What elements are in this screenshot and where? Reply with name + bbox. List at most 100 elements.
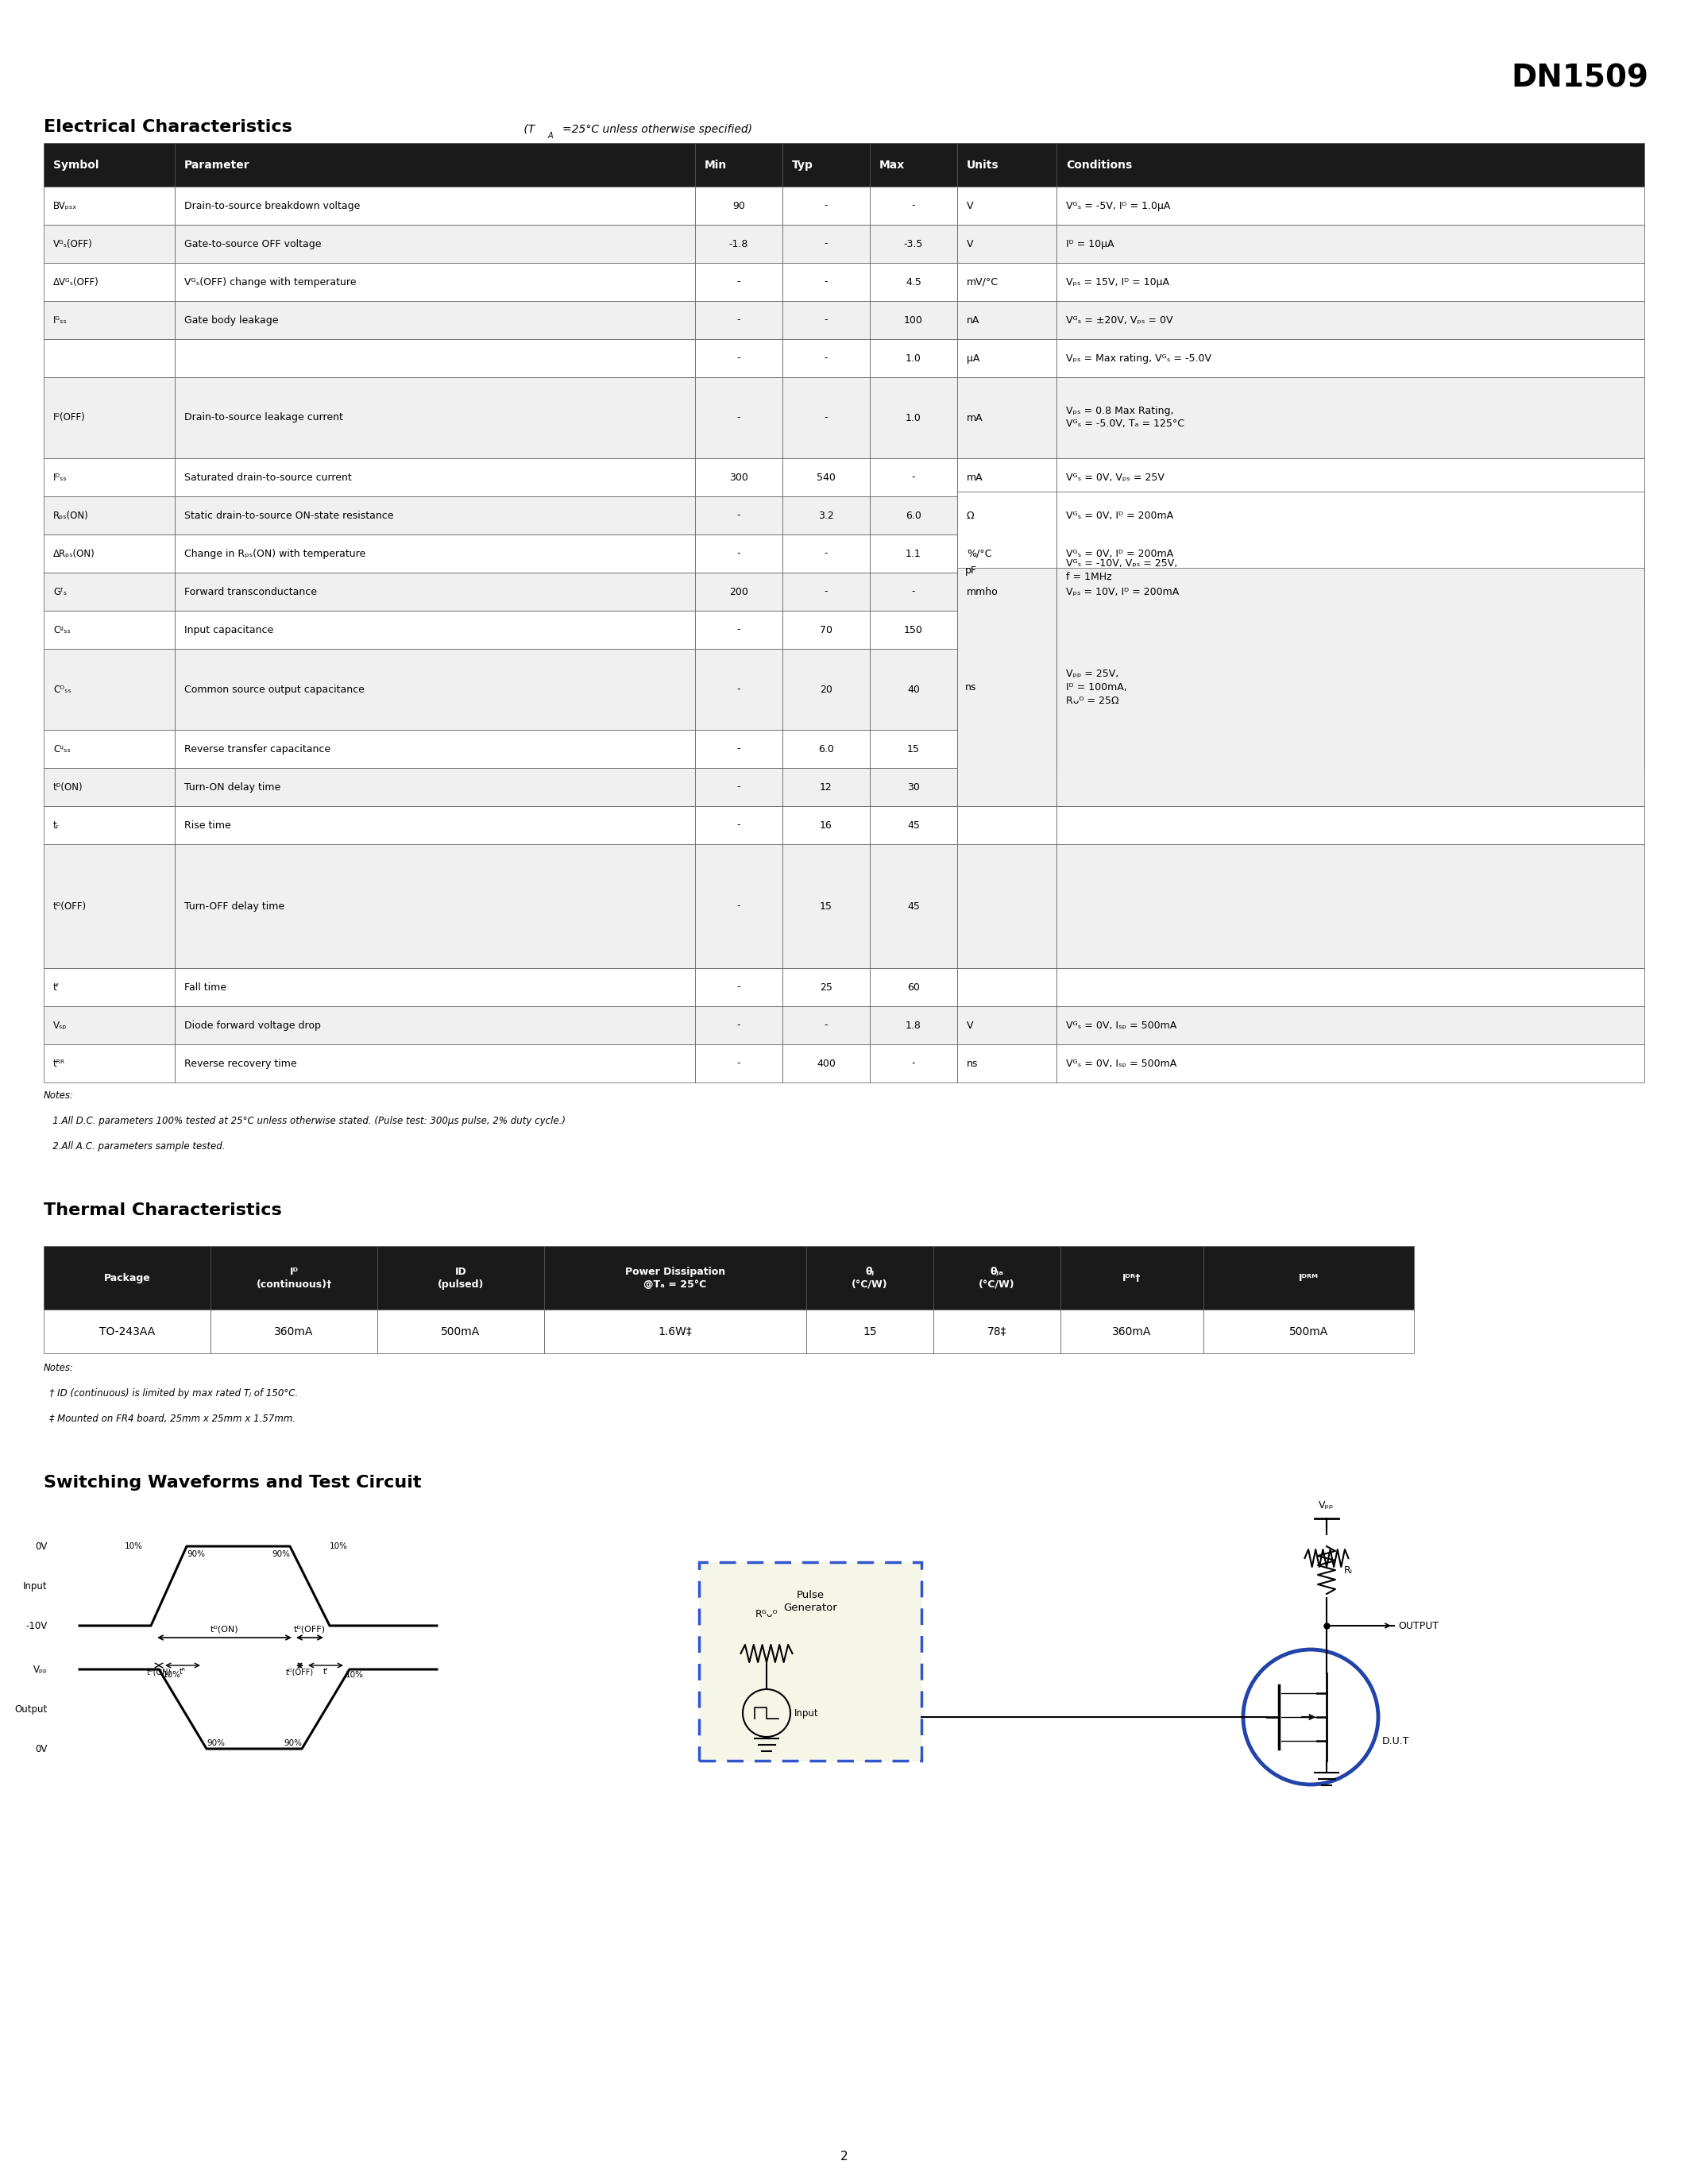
Bar: [957, 572, 1057, 612]
Bar: [211, 1310, 378, 1354]
Text: 15: 15: [820, 902, 832, 911]
Text: mA: mA: [967, 413, 982, 424]
Bar: [695, 225, 783, 262]
Text: ns: ns: [966, 681, 977, 692]
Bar: [933, 1310, 1060, 1354]
Text: -: -: [738, 277, 741, 286]
Bar: [176, 806, 695, 845]
Text: tᴰ(OFF): tᴰ(OFF): [54, 902, 86, 911]
Bar: [1057, 1044, 1644, 1083]
Bar: [869, 459, 957, 496]
Text: Rᴳᴗᴼ: Rᴳᴗᴼ: [755, 1610, 778, 1618]
Text: -: -: [738, 625, 741, 636]
Text: Symbol: Symbol: [54, 159, 100, 170]
Bar: [44, 459, 176, 496]
Bar: [957, 262, 1057, 301]
Bar: [1057, 649, 1644, 729]
Text: Parameter: Parameter: [184, 159, 250, 170]
Bar: [695, 649, 783, 729]
Text: -: -: [824, 238, 827, 249]
Text: 15: 15: [863, 1326, 876, 1337]
Text: TO-243AA: TO-243AA: [100, 1326, 155, 1337]
Text: -: -: [912, 1059, 915, 1068]
Text: tᶠ: tᶠ: [322, 1669, 329, 1675]
Text: 1.8: 1.8: [905, 1020, 922, 1031]
Bar: [1060, 1247, 1204, 1310]
Text: 6.0: 6.0: [819, 745, 834, 753]
Bar: [1057, 491, 1644, 649]
Text: 400: 400: [817, 1059, 836, 1068]
Bar: [783, 459, 869, 496]
Bar: [1057, 225, 1644, 262]
Text: Vₚₚ = 25V,
Iᴰ = 100mA,
Rᴗᴼ = 25Ω: Vₚₚ = 25V, Iᴰ = 100mA, Rᴗᴼ = 25Ω: [1067, 668, 1128, 705]
Text: -: -: [738, 819, 741, 830]
Text: Units: Units: [967, 159, 999, 170]
Text: 1.0: 1.0: [905, 354, 922, 363]
Text: Min: Min: [704, 159, 728, 170]
Bar: [544, 1247, 807, 1310]
Bar: [869, 262, 957, 301]
Text: Input: Input: [795, 1708, 819, 1719]
Bar: [1204, 1247, 1415, 1310]
Text: Vᴳₛ = 0V, Vₚₛ = 25V: Vᴳₛ = 0V, Vₚₛ = 25V: [1067, 472, 1165, 483]
Bar: [1057, 806, 1644, 845]
Bar: [783, 1044, 869, 1083]
Text: 60: 60: [906, 983, 920, 992]
Bar: [44, 806, 176, 845]
Text: Common source output capacitance: Common source output capacitance: [184, 684, 365, 695]
Bar: [44, 1044, 176, 1083]
Bar: [44, 339, 176, 378]
Bar: [44, 301, 176, 339]
Bar: [957, 729, 1057, 769]
Bar: [783, 769, 869, 806]
Text: 90%: 90%: [272, 1551, 290, 1557]
Bar: [783, 612, 869, 649]
Bar: [176, 649, 695, 729]
Text: † ID (continuous) is limited by max rated Tⱼ of 150°C.: † ID (continuous) is limited by max rate…: [44, 1389, 299, 1398]
Text: Diode forward voltage drop: Diode forward voltage drop: [184, 1020, 321, 1031]
Bar: [1057, 845, 1644, 968]
Bar: [44, 612, 176, 649]
Text: 2: 2: [841, 2151, 847, 2162]
Text: V: V: [967, 1020, 974, 1031]
Bar: [957, 186, 1057, 225]
Text: 90%: 90%: [284, 1738, 302, 1747]
Text: V: V: [967, 238, 974, 249]
Bar: [957, 301, 1057, 339]
Text: -: -: [738, 413, 741, 424]
Text: Vᴳₛ = 0V, Iₛₚ = 500mA: Vᴳₛ = 0V, Iₛₚ = 500mA: [1067, 1059, 1177, 1068]
Bar: [869, 612, 957, 649]
Bar: [783, 186, 869, 225]
Text: ns: ns: [967, 1059, 977, 1068]
Bar: [695, 301, 783, 339]
Text: Turn-OFF delay time: Turn-OFF delay time: [184, 902, 285, 911]
Bar: [957, 649, 1057, 729]
Bar: [783, 301, 869, 339]
Text: 78‡: 78‡: [987, 1326, 1006, 1337]
Bar: [176, 845, 695, 968]
Bar: [1057, 301, 1644, 339]
Text: 40: 40: [906, 684, 920, 695]
Text: Electrical Characteristics: Electrical Characteristics: [44, 120, 292, 135]
Text: Vᴳₛ = -5V, Iᴰ = 1.0μA: Vᴳₛ = -5V, Iᴰ = 1.0μA: [1067, 201, 1170, 212]
Text: 90%: 90%: [187, 1551, 204, 1557]
Text: θⱼ
(°C/W): θⱼ (°C/W): [852, 1267, 888, 1289]
Bar: [176, 612, 695, 649]
Bar: [1057, 1007, 1644, 1044]
Text: tᴰ(OFF): tᴰ(OFF): [294, 1625, 326, 1634]
Bar: [869, 496, 957, 535]
Text: Forward transconductance: Forward transconductance: [184, 587, 317, 596]
Text: 16: 16: [820, 819, 832, 830]
Text: -: -: [912, 472, 915, 483]
Text: Vᴳₛ = 0V, Iᴰ = 200mA: Vᴳₛ = 0V, Iᴰ = 200mA: [1067, 548, 1173, 559]
Text: 540: 540: [817, 472, 836, 483]
Text: Rₗ: Rₗ: [1344, 1566, 1352, 1575]
Text: Reverse transfer capacitance: Reverse transfer capacitance: [184, 745, 331, 753]
Bar: [1057, 968, 1644, 1007]
Text: Gᶠₛ: Gᶠₛ: [54, 587, 68, 596]
Bar: [695, 339, 783, 378]
Text: tᴰ(ON): tᴰ(ON): [211, 1625, 238, 1634]
Bar: [695, 729, 783, 769]
Bar: [807, 1247, 933, 1310]
Bar: [1057, 496, 1644, 535]
